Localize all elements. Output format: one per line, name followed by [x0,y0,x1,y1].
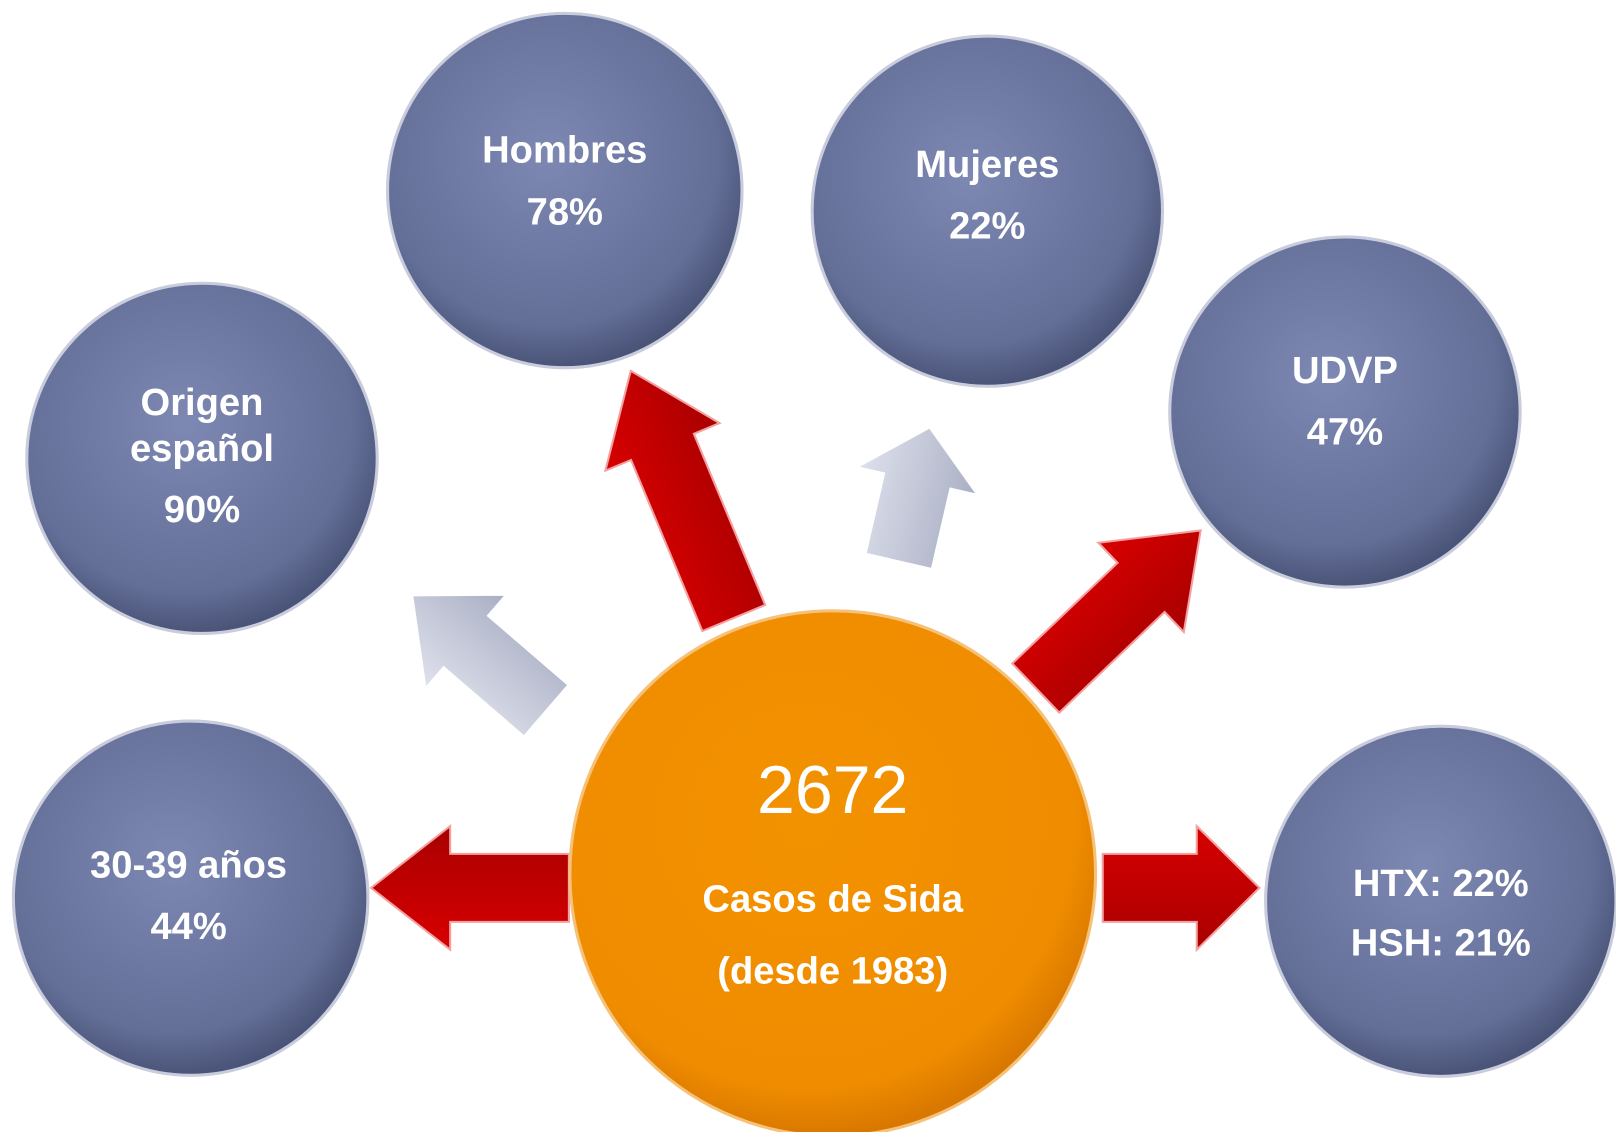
node-edad: 30-39 años 44% [11,719,370,1077]
node-label: Origen [141,381,264,424]
center-label: (desde 1983) [717,949,948,992]
node-label: HTX: 22% [1353,862,1529,905]
node-transmision: HTX: 22% HSH: 21% [1264,724,1616,1078]
center-label: Casos de Sida [702,877,963,920]
arrow [369,823,570,952]
node-label: 22% [949,205,1025,248]
node-mujeres: Mujeres 22% [810,34,1165,388]
center-value: 2672 [757,752,908,828]
arrow [1010,529,1202,715]
node-circle [385,11,744,370]
node-label: UDVP [1292,349,1398,392]
node-circle [25,281,379,636]
center-circle [568,609,1098,1132]
node-origen: Origen español 90% [25,281,379,636]
node-label: 44% [150,905,226,948]
node-circle [1168,235,1522,589]
center-node: 2672 Casos de Sida (desde 1983) [568,609,1098,1132]
node-label: 90% [164,488,240,531]
arrow [603,369,767,633]
node-label: 30-39 años [90,843,287,886]
node-label: español [130,427,274,470]
node-label: Mujeres [915,143,1059,186]
node-circle [11,719,370,1077]
node-label: 78% [527,190,603,233]
node-circle [810,34,1165,388]
arrow [854,426,980,571]
node-label: 47% [1307,411,1383,454]
node-label: HSH: 21% [1351,922,1531,965]
arrows [369,369,1261,953]
arrow [1101,823,1261,953]
node-label: Hombres [482,129,647,172]
node-udvp: UDVP 47% [1168,235,1522,589]
arrow [411,593,570,738]
node-hombres: Hombres 78% [385,11,744,370]
